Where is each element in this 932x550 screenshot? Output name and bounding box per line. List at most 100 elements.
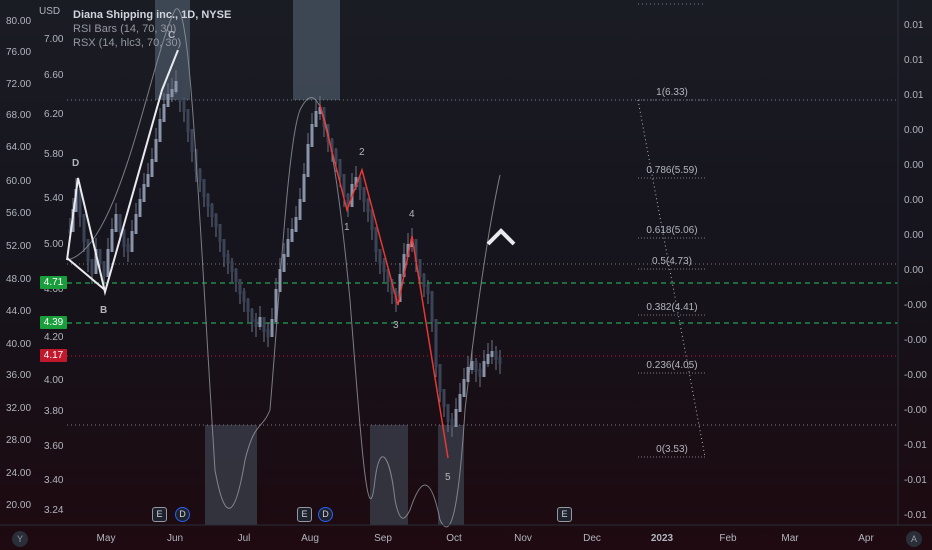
time-axis-label: Apr	[858, 533, 874, 544]
time-axis[interactable]: May Jun Jul Aug Sep Oct Nov Dec 2023 Feb Mar Apr	[97, 533, 875, 544]
candle-body	[162, 104, 166, 122]
time-axis-label: Feb	[719, 533, 737, 544]
timezone-icon[interactable]: Y	[12, 531, 28, 547]
right-axis-label: 0.01	[904, 90, 924, 101]
right-axis-label: -0.00	[904, 405, 927, 416]
wave-label: 3	[393, 320, 399, 331]
candle-body	[270, 319, 274, 337]
candle-body	[254, 319, 258, 327]
indicator-rsx[interactable]: RSX (14, hlc3, 70, 30)	[73, 37, 182, 49]
price-axis-label: 5.00	[44, 239, 64, 250]
candle-body	[414, 239, 418, 262]
right-axis-label: 0.00	[904, 195, 924, 206]
earnings-event-icon[interactable]: E	[557, 507, 572, 522]
outer-axis-label: 28.00	[6, 435, 31, 446]
candle-body	[426, 284, 430, 294]
outer-axis-label: 80.00	[6, 16, 31, 27]
time-axis-label: 2023	[651, 533, 674, 544]
candle-body	[498, 357, 502, 364]
fib-trend-line	[637, 99, 706, 458]
right-axis[interactable]: 0.01 0.01 0.01 0.00 0.00 0.00 0.00 0.00 -0.00 -0.…	[904, 20, 927, 521]
candle-body	[182, 99, 186, 112]
outer-axis-label: 48.00	[6, 274, 31, 285]
right-axis-label: -0.00	[904, 300, 927, 311]
price-axis-label: 3.24	[44, 505, 64, 516]
indicator-rsi-bars[interactable]: RSI Bars (14, 70, 30)	[73, 23, 177, 35]
price-axis[interactable]: 7.00 6.60 6.20 5.80 5.40 5.00 4.60 4.20 4.00 3.80…	[44, 34, 64, 516]
candle-body	[274, 289, 278, 322]
candle-body	[134, 214, 138, 234]
candle-body	[234, 269, 238, 282]
dividend-event-icon[interactable]: D	[318, 507, 333, 522]
auto-scale-icon[interactable]: A	[906, 531, 922, 547]
candle-body	[186, 109, 190, 132]
outer-axis-label: 72.00	[6, 79, 31, 90]
price-axis-label: 5.80	[44, 149, 64, 160]
earnings-event-icon[interactable]: E	[152, 507, 167, 522]
candle-body	[310, 124, 314, 147]
candle-body	[198, 169, 202, 182]
outer-axis-label: 24.00	[6, 468, 31, 479]
fib-retracement[interactable]: 1(6.33) 0.786(5.59) 0.618(5.06) 0.5(4.73) 0.…	[638, 87, 705, 458]
outer-axis-label: 44.00	[6, 306, 31, 317]
candle-body	[418, 259, 422, 277]
price-axis-label: 3.40	[44, 475, 64, 486]
outer-price-axis[interactable]: 80.00 76.00 72.00 68.00 64.00 60.00 56.00 52.00…	[6, 16, 31, 511]
candle-body	[458, 394, 462, 412]
currency-label: USD	[39, 6, 61, 17]
chart-legend[interactable]: Diana Shipping inc., 1D, NYSE RSI Bars (…	[73, 8, 231, 50]
candle-body	[258, 317, 262, 327]
outer-axis-label: 20.00	[6, 500, 31, 511]
right-axis-label: -0.01	[904, 475, 927, 486]
symbol-title[interactable]: Diana Shipping inc., 1D, NYSE	[73, 9, 232, 21]
chevron-up-icon	[486, 228, 516, 246]
candle-body	[74, 189, 78, 212]
candle-body	[170, 89, 174, 97]
time-axis-label: Mar	[781, 533, 799, 544]
candle-body	[398, 274, 402, 302]
dividend-event-icon[interactable]: D	[175, 507, 190, 522]
candle-body	[190, 129, 194, 152]
candle-body	[442, 389, 446, 407]
candle-body	[346, 194, 350, 207]
candle-body	[446, 404, 450, 422]
overbought-zone	[293, 0, 340, 100]
price-axis-label: 4.00	[44, 375, 64, 386]
candle-body	[286, 239, 290, 257]
candle-body	[78, 189, 82, 217]
candle-body	[314, 111, 318, 127]
outer-axis-label: 52.00	[6, 241, 31, 252]
earnings-event-icon[interactable]: E	[297, 507, 312, 522]
candle-body	[486, 354, 490, 364]
candle-body	[298, 199, 302, 220]
candle-body	[358, 177, 362, 190]
candle-body	[82, 214, 86, 242]
candle-body	[218, 224, 222, 242]
price-axis-label: 3.80	[44, 406, 64, 417]
right-axis-label: -0.01	[904, 440, 927, 451]
oversold-zone	[370, 425, 408, 525]
fib-level-label: 0.618(5.06)	[646, 225, 697, 236]
candle-body	[338, 159, 342, 177]
candlesticks	[68, 70, 502, 437]
candle-body	[354, 177, 358, 187]
right-axis-label: -0.00	[904, 370, 927, 381]
candle-body	[362, 187, 366, 202]
candle-body	[242, 291, 246, 302]
candle-body	[466, 367, 470, 382]
candle-body	[282, 254, 286, 272]
wave-pattern-white	[66, 257, 106, 291]
candle-body	[470, 361, 474, 370]
candle-body	[302, 174, 306, 202]
candle-body	[210, 204, 214, 217]
candle-body	[306, 144, 310, 177]
outer-axis-label: 68.00	[6, 110, 31, 121]
candle-body	[438, 364, 442, 392]
price-axis-label: 4.20	[44, 332, 64, 343]
candle-body	[86, 239, 90, 262]
price-axis-label: 3.60	[44, 441, 64, 452]
candle-body	[342, 174, 346, 197]
candle-body	[290, 229, 294, 242]
wave-label: 1	[344, 222, 350, 233]
